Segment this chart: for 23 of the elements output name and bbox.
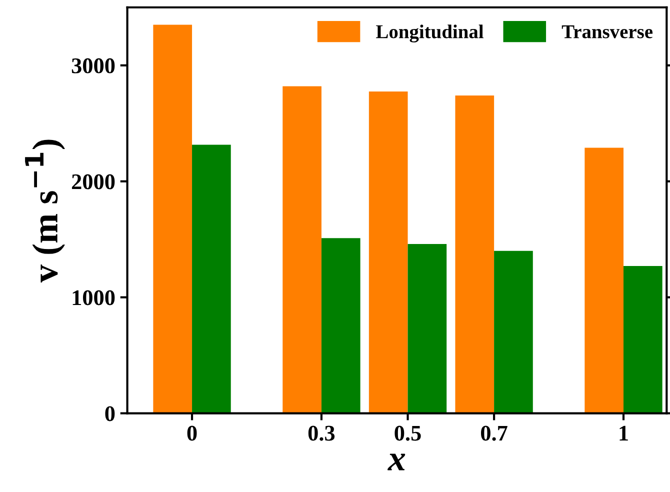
y-tick-label: 2000: [72, 174, 115, 190]
bar: [455, 96, 494, 414]
legend-label: Longitudinal: [376, 24, 484, 42]
y-tick-label: 3000: [72, 58, 115, 74]
bar: [192, 144, 231, 414]
x-axis-title: x: [388, 454, 406, 470]
bar: [321, 238, 360, 414]
bar: [624, 266, 662, 414]
bar: [584, 148, 624, 414]
bar: [282, 86, 322, 414]
y-tick-label: 0: [105, 406, 115, 422]
bar: [408, 244, 447, 414]
x-tick-label: 0.5: [394, 426, 421, 441]
y-tick-label: 1000: [72, 290, 115, 306]
y-axis-title: v (m s$^{−1}$): [25, 140, 65, 283]
bar: [368, 91, 408, 414]
bar: [153, 24, 192, 414]
x-tick-label: 0: [187, 426, 197, 441]
x-tick-label: 1: [620, 426, 628, 441]
legend-label: Transverse: [562, 25, 653, 38]
x-tick-label: 0.3: [308, 426, 335, 441]
x-tick-label: 0.7: [481, 426, 508, 441]
bar: [494, 250, 533, 414]
